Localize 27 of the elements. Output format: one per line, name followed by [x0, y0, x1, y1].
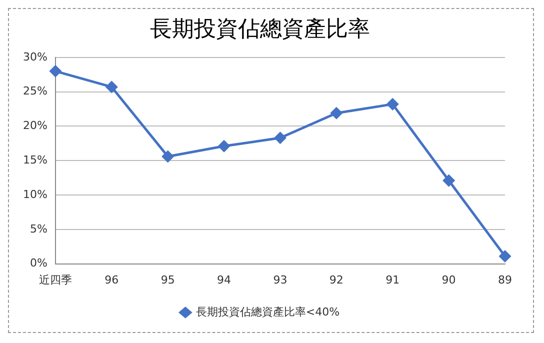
point — [499, 250, 511, 262]
point — [218, 140, 230, 152]
y-tick-label: 0% — [30, 256, 48, 270]
y-tick-label: 10% — [22, 188, 48, 201]
x-tick-label: 94 — [217, 273, 232, 286]
point — [106, 81, 118, 93]
y-tick-label: 20% — [22, 119, 48, 132]
legend-label: 長期投資佔總資產比率<40% — [196, 305, 340, 318]
x-tick-label: 90 — [442, 273, 456, 286]
point — [386, 98, 398, 110]
y-tick-label: 25% — [22, 84, 48, 98]
chart-title: 長期投資佔總資產比率 — [150, 16, 370, 42]
point — [274, 132, 286, 144]
x-tick-label: 93 — [273, 273, 288, 286]
x-tick-label: 89 — [498, 273, 512, 286]
point — [50, 65, 62, 77]
y-tick-label: 30% — [22, 50, 48, 64]
x-tick-label: 91 — [386, 273, 400, 286]
x-tick-label: 近四季 — [38, 273, 72, 286]
point — [330, 107, 342, 119]
point — [162, 150, 174, 162]
point — [443, 174, 455, 186]
y-tick-label: 15% — [22, 153, 48, 166]
x-tick-label: 96 — [104, 273, 119, 286]
x-tick-label: 92 — [329, 273, 344, 286]
y-tick-label: 5% — [30, 222, 48, 236]
x-tick-label: 95 — [160, 273, 175, 286]
